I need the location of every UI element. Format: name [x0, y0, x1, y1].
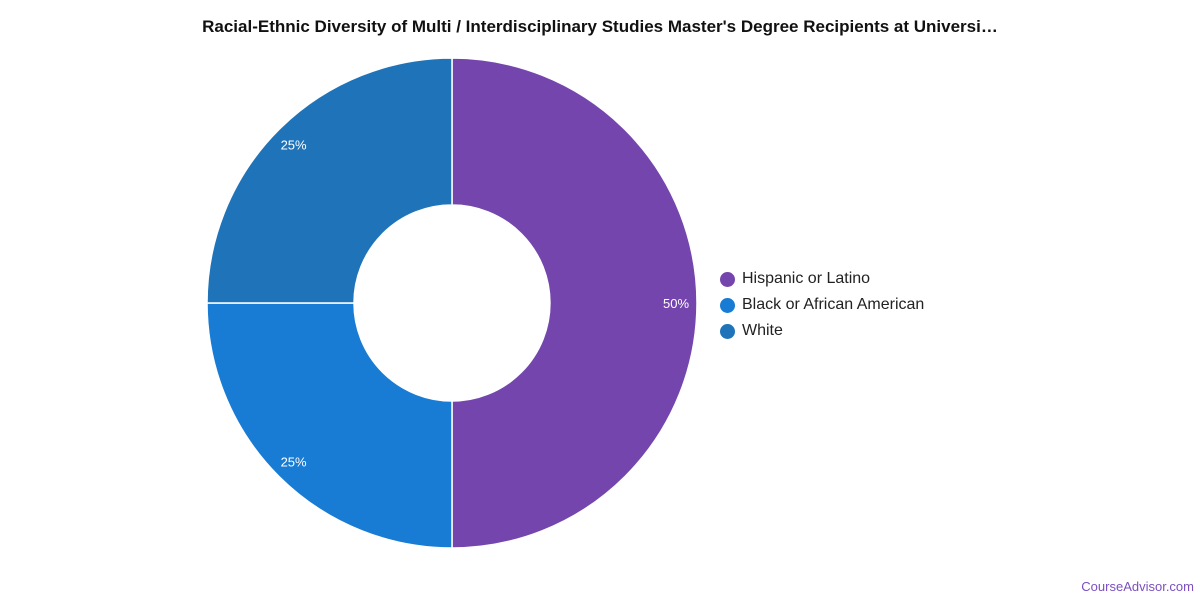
- donut-slice-2[interactable]: [206, 57, 453, 304]
- chart-title: Racial-Ethnic Diversity of Multi / Inter…: [202, 17, 998, 36]
- donut-slice-1[interactable]: [206, 302, 453, 549]
- legend-label: Hispanic or Latino: [742, 270, 871, 287]
- legend: Hispanic or Latino Black or African Amer…: [720, 266, 924, 344]
- slice-label-2: 25%: [281, 138, 307, 153]
- legend-swatch: [720, 271, 735, 287]
- legend-swatch: [720, 323, 735, 339]
- legend-label: Black or African American: [742, 296, 925, 313]
- slice-label-0: 50%: [663, 296, 689, 311]
- legend-swatch: [720, 297, 735, 313]
- legend-item-white[interactable]: White: [720, 318, 924, 344]
- legend-label: White: [742, 322, 783, 339]
- slice-label-1: 25%: [281, 454, 307, 469]
- donut-slice-0[interactable]: [451, 57, 698, 549]
- source-credit[interactable]: CourseAdvisor.com: [1081, 579, 1194, 594]
- legend-item-hispanic[interactable]: Hispanic or Latino: [720, 266, 924, 292]
- legend-item-black[interactable]: Black or African American: [720, 292, 924, 318]
